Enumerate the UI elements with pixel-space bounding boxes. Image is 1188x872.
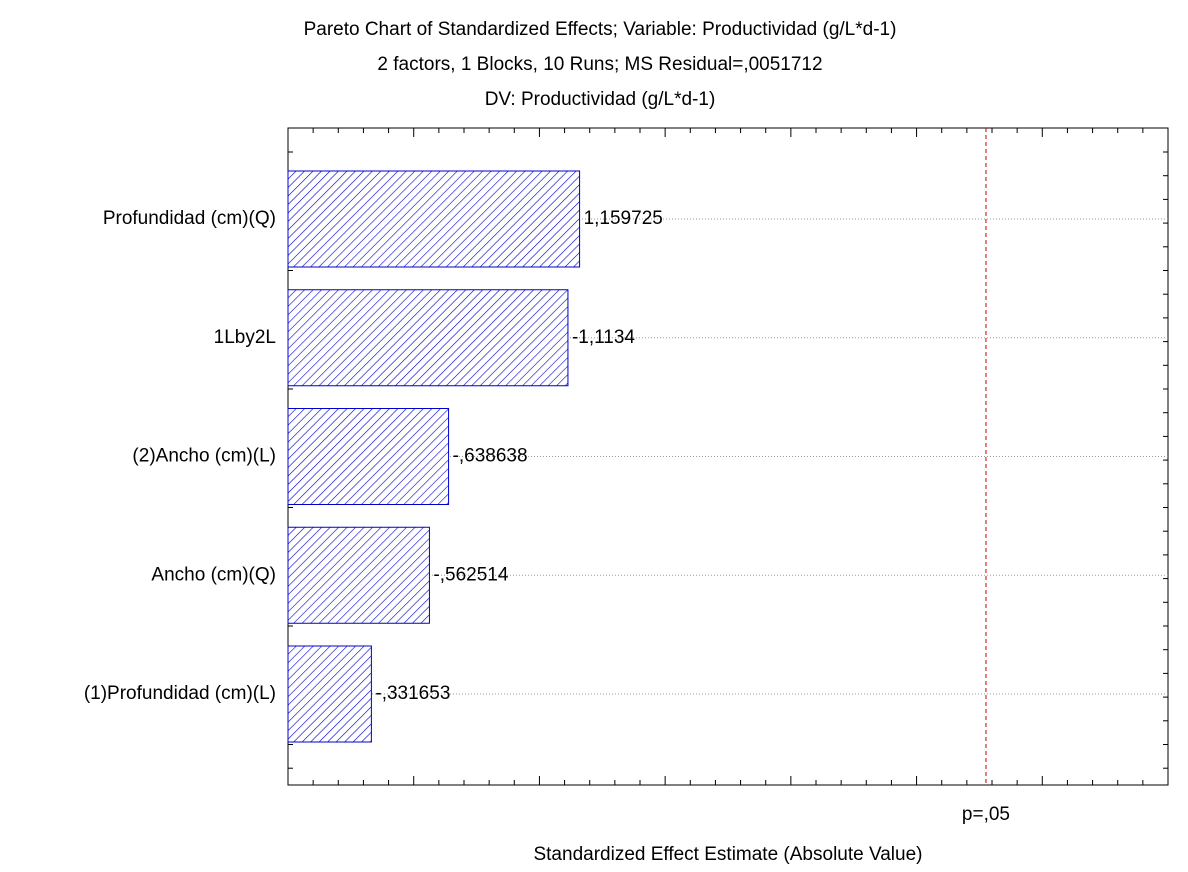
bar bbox=[287, 170, 581, 268]
chart-subtitle: DV: Productividad (g/L*d-1) bbox=[485, 89, 716, 110]
y-tick-label: 1Lby2L bbox=[214, 327, 276, 348]
value-label: -,638638 bbox=[453, 446, 528, 467]
y-tick-label: (1)Profundidad (cm)(L) bbox=[84, 683, 276, 704]
value-label: 1,159725 bbox=[584, 208, 663, 229]
bar bbox=[287, 526, 430, 624]
value-label: -,562514 bbox=[433, 564, 508, 585]
reference-label: p=,05 bbox=[962, 804, 1010, 825]
y-tick-label: (2)Ancho (cm)(L) bbox=[132, 446, 276, 467]
value-label: -,331653 bbox=[375, 683, 450, 704]
value-label: -1,1134 bbox=[572, 327, 635, 348]
bar bbox=[287, 408, 450, 505]
y-tick-label: Ancho (cm)(Q) bbox=[151, 564, 276, 585]
y-tick-label: Profundidad (cm)(Q) bbox=[103, 208, 276, 229]
bar bbox=[287, 645, 372, 743]
bar bbox=[287, 289, 569, 387]
x-axis-label: Standardized Effect Estimate (Absolute V… bbox=[533, 844, 922, 865]
chart-subtitle: 2 factors, 1 Blocks, 10 Runs; MS Residua… bbox=[377, 54, 822, 75]
chart-title: Pareto Chart of Standardized Effects; Va… bbox=[304, 19, 897, 40]
